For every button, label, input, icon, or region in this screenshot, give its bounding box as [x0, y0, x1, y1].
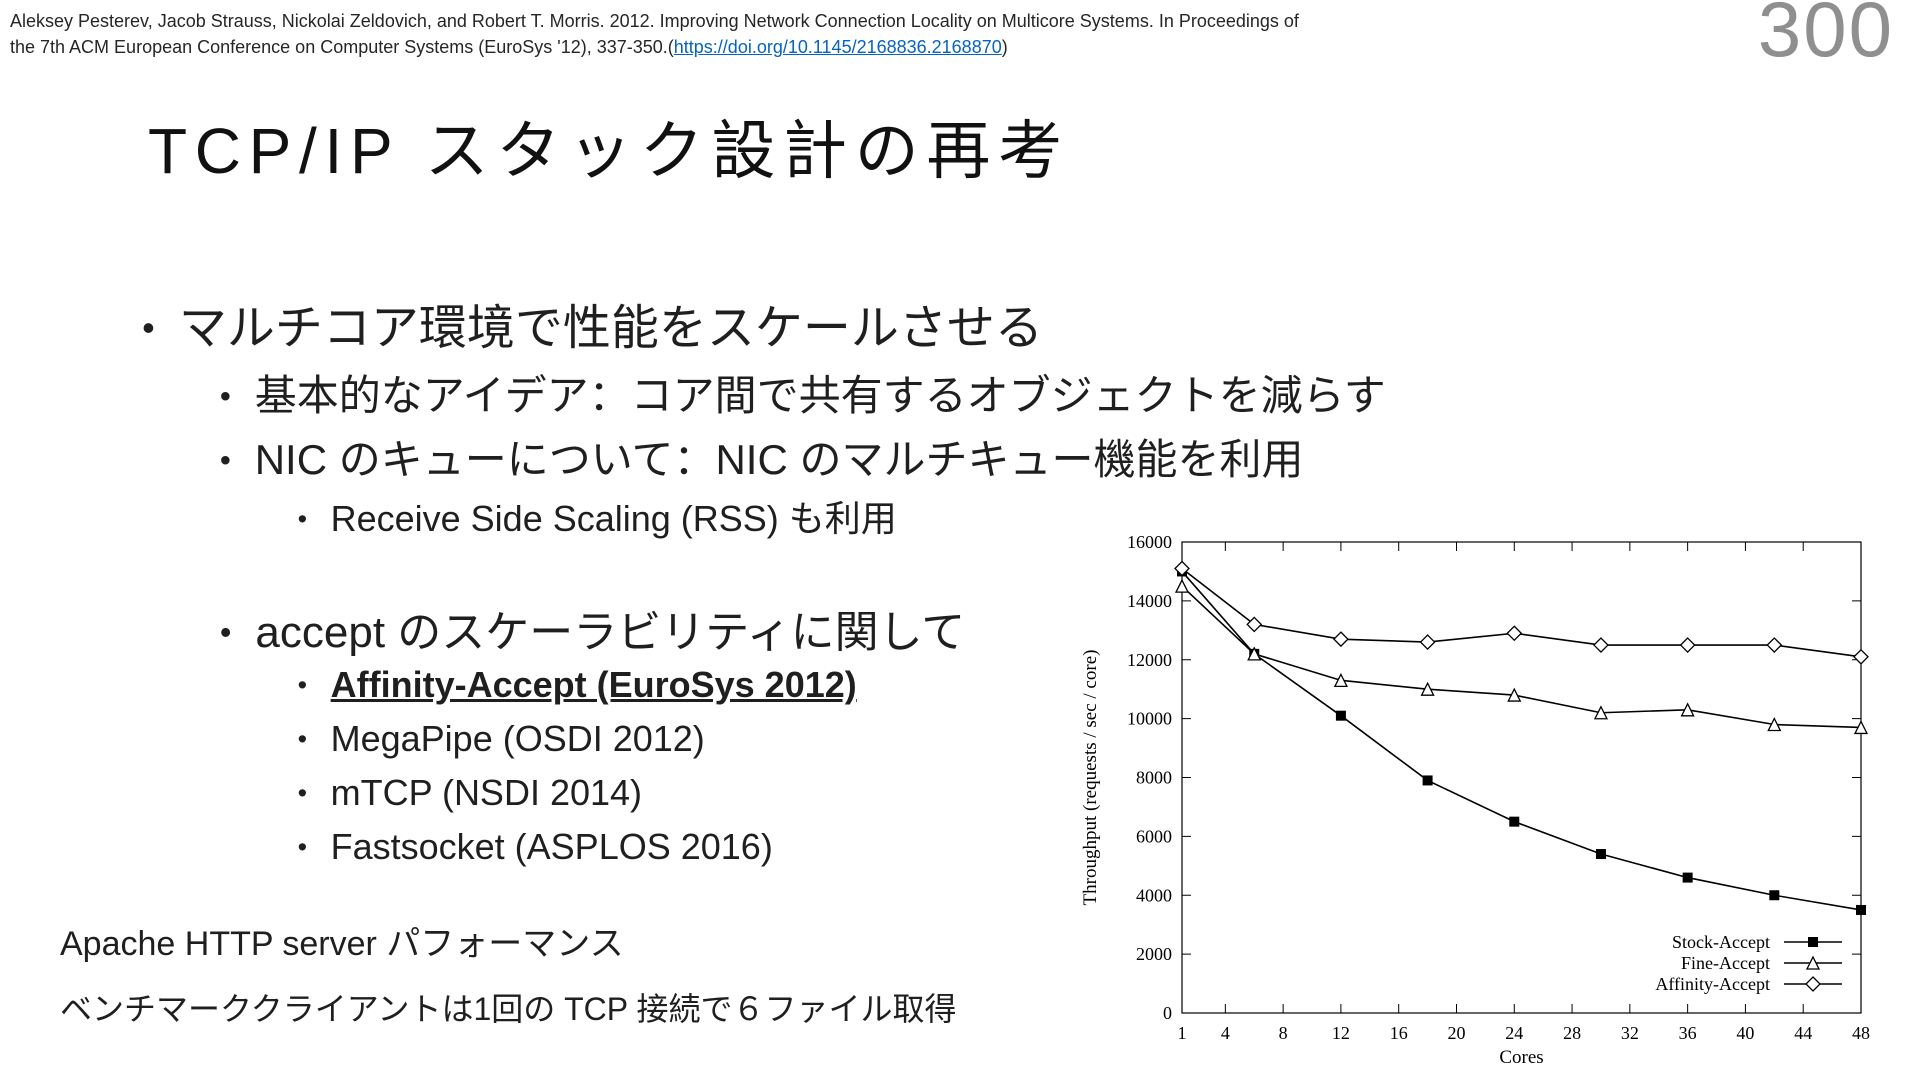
svg-text:Fine-Accept: Fine-Accept	[1681, 953, 1770, 973]
bullet-item-nic-queue: • NIC のキューについて：NIC のマルチキュー機能を利用	[218, 426, 1304, 487]
svg-text:Throughput (requests / sec / c: Throughput (requests / sec / core)	[1080, 650, 1101, 906]
svg-text:8: 8	[1279, 1023, 1288, 1043]
footer-apache-performance: Apache HTTP server パフォーマンス	[60, 925, 624, 963]
bullet-text: accept のスケーラビリティに関して	[255, 608, 966, 657]
svg-text:10000: 10000	[1127, 709, 1172, 729]
footer-benchmark-client: ベンチマーククライアントは1回の TCP 接続で６ファイル取得	[60, 991, 957, 1027]
bullet-marker: •	[219, 442, 231, 478]
bullet-marker: •	[297, 503, 308, 534]
citation-text: Aleksey Pesterev, Jacob Strauss, Nickola…	[10, 8, 1690, 60]
bullet-marker: •	[142, 308, 155, 349]
svg-text:24: 24	[1505, 1023, 1523, 1043]
svg-text:8000: 8000	[1136, 768, 1172, 788]
bullet-text: NIC のキューについて：NIC のマルチキュー機能を利用	[254, 436, 1304, 483]
svg-text:Cores: Cores	[1499, 1047, 1543, 1068]
bullet-marker: •	[297, 669, 308, 700]
page-number: 300	[1757, 0, 1894, 73]
svg-text:0: 0	[1163, 1003, 1172, 1023]
paper-label: Fastsocket (ASPLOS 2016)	[330, 826, 773, 867]
citation-line1: Aleksey Pesterev, Jacob Strauss, Nickola…	[10, 11, 1299, 31]
chart-canvas: 1 4 8 12 16 20 24 28 32 36 40 44 4802000400060008000…	[1080, 532, 1870, 1068]
svg-text:44: 44	[1794, 1023, 1812, 1043]
bullet-marker: •	[297, 777, 308, 808]
svg-text:40: 40	[1736, 1023, 1754, 1043]
bullet-item-accept-scalability: • accept のスケーラビリティに関して	[218, 596, 965, 660]
bullet-item-mtcp: • mTCP (NSDI 2014)	[296, 772, 642, 814]
citation-line2-end: )	[1001, 37, 1008, 58]
svg-text:20: 20	[1447, 1023, 1465, 1043]
slide-title: TCP/IP スタック設計の再考	[148, 115, 1070, 187]
doi-link[interactable]: https://doi.org/10.1145/2168836.2168870	[673, 37, 1002, 58]
svg-text:6000: 6000	[1136, 826, 1172, 846]
bullet-text: 基本的なアイデア：コア間で共有するオブジェクトを減らす	[254, 372, 1386, 419]
bullet-item-rss: • Receive Side Scaling (RSS) も利用	[296, 490, 897, 542]
throughput-chart: 1 4 8 12 16 20 24 28 32 36 40 44 48 0 2000 4000 6000 8000…	[1072, 528, 1892, 1076]
bullet-text: マルチコア環境で性能をスケールさせる	[178, 302, 1043, 355]
svg-text:32: 32	[1621, 1023, 1639, 1043]
bullet-item-multicore: • マルチコア環境で性能をスケールさせる	[140, 288, 1043, 358]
svg-text:12: 12	[1332, 1023, 1350, 1043]
svg-text:48: 48	[1852, 1023, 1870, 1043]
bullet-item-affinity-accept: • Affinity-Accept (EuroSys 2012)	[296, 664, 857, 706]
svg-text:1: 1	[1178, 1023, 1187, 1043]
svg-text:2000: 2000	[1136, 944, 1172, 964]
svg-text:Stock-Accept: Stock-Accept	[1672, 932, 1770, 952]
svg-text:16: 16	[1390, 1023, 1408, 1043]
paper-label: Affinity-Accept (EuroSys 2012)	[330, 664, 857, 705]
svg-text:14000: 14000	[1127, 591, 1172, 611]
bullet-item-fastsocket: • Fastsocket (ASPLOS 2016)	[296, 826, 773, 868]
svg-text:36: 36	[1679, 1023, 1697, 1043]
svg-text:Affinity-Accept: Affinity-Accept	[1655, 974, 1770, 994]
bullet-marker: •	[219, 378, 231, 414]
bullet-item-megapipe: • MegaPipe (OSDI 2012)	[296, 718, 705, 760]
bullet-marker: •	[219, 614, 232, 651]
bullet-marker: •	[297, 723, 308, 754]
bullet-item-basic-idea: • 基本的なアイデア：コア間で共有するオブジェクトを減らす	[218, 362, 1386, 423]
bullet-text: Receive Side Scaling (RSS) も利用	[330, 498, 897, 539]
svg-text:16000: 16000	[1127, 532, 1172, 552]
paper-label: MegaPipe (OSDI 2012)	[330, 718, 705, 759]
citation-line2: the 7th ACM European Conference on Compu…	[10, 37, 674, 58]
paper-label: mTCP (NSDI 2014)	[330, 772, 643, 813]
bullet-marker: •	[297, 831, 308, 862]
svg-text:4000: 4000	[1136, 885, 1172, 905]
svg-text:4: 4	[1221, 1023, 1230, 1043]
svg-text:28: 28	[1563, 1023, 1581, 1043]
svg-text:12000: 12000	[1127, 650, 1172, 670]
